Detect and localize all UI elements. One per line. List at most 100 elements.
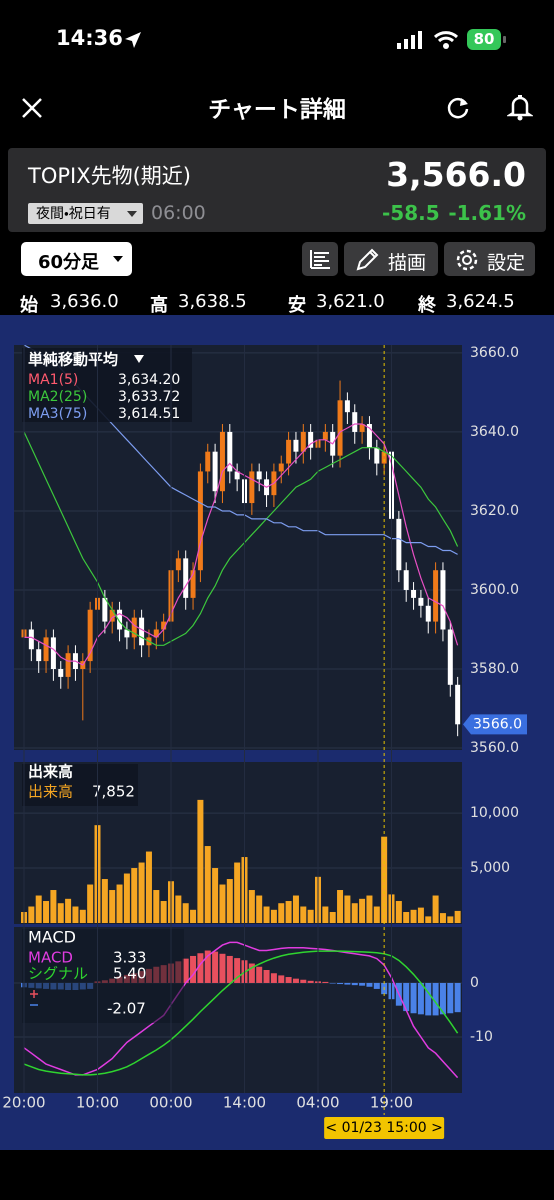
candle-body [381,451,387,464]
dropdown-icon [127,211,137,217]
candle-body [65,653,71,677]
dropdown-icon [134,355,144,363]
volume-bar [182,903,189,923]
volume-bar [344,895,351,923]
legend-title: 単純移動平均 [28,351,118,369]
y-tick-label: 3600.0 [470,582,519,598]
candle-body [256,471,262,480]
chart-area: 3560.0 3580.0 3600.0 3620.0 3640.0 3660.0 単純移動… [0,315,554,1150]
candle-body [286,439,292,464]
volume-bar [79,909,86,923]
candle-body [36,649,42,662]
page-title: チャート詳細 [208,97,346,123]
volume-bar [197,799,204,923]
histogram-bar [351,982,358,986]
candle-body [227,431,233,472]
histogram-bar [204,950,211,983]
ohlc-label: 高 [150,295,168,316]
candle-body [58,669,64,677]
session-selector[interactable] [28,203,143,224]
candle-body [344,400,350,413]
session-label: 夜間・祝日有 [36,206,111,222]
candle-body [43,637,49,662]
volume-bar [307,909,314,923]
volume-bar [212,868,219,923]
volume-bar [454,910,461,923]
volume-bar [395,901,402,923]
legend-value: 3,634.20 [118,372,180,388]
volume-bar [329,912,336,923]
volume-bar [359,898,366,923]
legend-box [22,929,184,1023]
histogram-bar [425,982,432,1016]
alert-button[interactable] [507,93,533,121]
draw-button[interactable] [344,242,438,276]
candle-body [161,621,167,630]
volume-bar [270,909,277,923]
macd-line [23,950,459,1076]
location-icon [125,32,141,48]
histogram-bar [373,982,380,989]
volume-bar [256,895,263,923]
battery-cap [503,36,506,43]
battery: 80 [467,29,501,50]
histogram-bar [322,981,329,983]
interval-selector[interactable] [21,242,132,276]
volume-bar [116,884,123,923]
histogram-bar [248,963,255,983]
draw-label: 描画 [388,252,427,274]
volume-bar [226,879,233,923]
change-percent: -1.61% [448,201,526,225]
x-tick-label: 04:00 [296,1094,339,1112]
gear-icon [456,249,478,271]
candle-body [366,424,372,448]
indicator-button[interactable] [302,242,338,276]
settings-label: 設定 [487,252,526,274]
volume-bar [123,873,130,923]
volume-bar [403,912,410,923]
candle-body [183,558,189,598]
histogram-bar [190,955,197,983]
y-tick-label: 10,000 [470,805,519,821]
candle-body [278,463,284,472]
ohlc-value: 3,624.5 [446,291,515,312]
histogram-bar [182,958,189,983]
candle-body [455,684,461,725]
volume-bar [248,890,255,923]
y-tick-label: 5,000 [470,860,510,876]
legend-name: 出来高 [28,783,73,801]
histogram-bar [307,980,314,983]
candle-body [308,431,314,448]
candle-body [190,570,196,598]
interval-label: 60分足 [38,252,100,273]
candle-body [396,518,402,571]
close-button[interactable] [20,96,44,120]
legend-name: MA3(75) [28,406,87,422]
volume-bar [190,909,197,923]
volume-bar [153,890,160,923]
candle-body [403,570,409,590]
clock: 14:36 [56,26,123,50]
candle-body [425,605,431,622]
volume-bar [35,895,42,923]
candle-body [28,629,34,650]
candle-body [175,558,181,571]
volume-bar [439,913,446,923]
volume-bar [366,895,373,923]
volume-bar [87,884,94,923]
candle-body [411,589,417,598]
volume-bar [65,898,72,923]
volume-bar [300,906,307,923]
volume-bar [101,879,108,923]
candle-body [359,424,365,432]
ohlc-value: 3,621.0 [316,291,385,312]
y-tick-label: -10 [470,1029,493,1045]
histogram-bar [226,955,233,983]
refresh-button[interactable] [445,95,471,121]
y-tick-label: 0 [470,975,479,991]
y-tick-label: 3640.0 [470,424,519,440]
signal-icon [397,31,422,49]
volume-bar [285,901,292,923]
legend-box [22,764,138,806]
histogram-bar [292,978,299,983]
